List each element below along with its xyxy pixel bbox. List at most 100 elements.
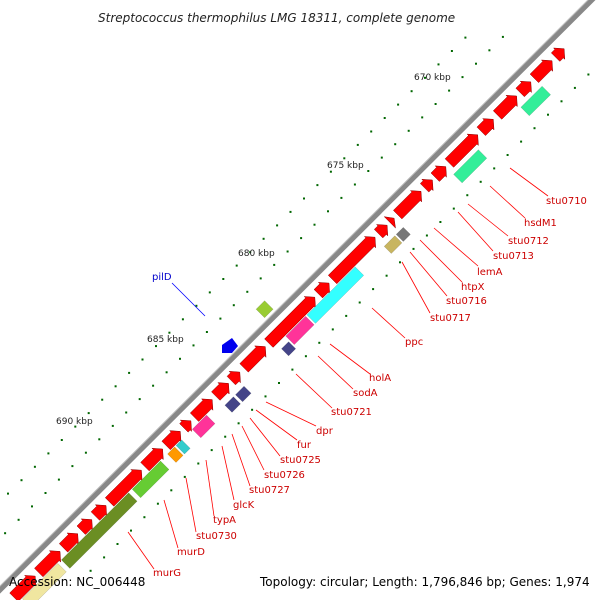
- gc-dot-18: [98, 438, 101, 441]
- cds-arrow-2: [58, 532, 79, 553]
- gc-dot-25: [183, 475, 186, 478]
- kbp-label-690: 690 kbp: [56, 417, 93, 427]
- cds-arrow-24: [515, 80, 532, 98]
- gene-label-murG[interactable]: murG: [153, 568, 181, 579]
- gc-dot-105: [488, 49, 491, 52]
- callout-line-5: [419, 239, 463, 283]
- gene-label-dpr[interactable]: dpr: [316, 426, 334, 437]
- feature-block-3: [167, 446, 184, 463]
- gene-label-pilD[interactable]: pilD: [152, 272, 172, 283]
- gc-dot-0: [4, 532, 7, 535]
- gc-dot-43: [264, 395, 267, 398]
- cds-arrow-18: [393, 190, 422, 220]
- gene-label-stu0717[interactable]: stu0717: [430, 313, 471, 324]
- gc-dot-102: [475, 62, 477, 65]
- gc-dot-5: [20, 479, 23, 482]
- callout-line-9: [329, 343, 371, 375]
- gc-dot-17: [74, 425, 77, 428]
- gc-dot-81: [380, 156, 383, 159]
- gc-dot-98: [437, 63, 440, 66]
- gene-label-murD[interactable]: murD: [177, 547, 205, 558]
- callout-line-15: [241, 425, 265, 471]
- gene-label-holA[interactable]: holA: [369, 373, 391, 384]
- gene-label-stu0710[interactable]: stu0710: [546, 196, 587, 207]
- gene-label-stu0712[interactable]: stu0712: [508, 236, 549, 247]
- gene-label-stu0725[interactable]: stu0725: [280, 455, 321, 466]
- cds-arrow-5: [104, 469, 143, 507]
- gene-label-lemA[interactable]: lemA: [477, 267, 503, 278]
- gene-label-stu0726[interactable]: stu0726: [264, 470, 305, 481]
- gene-label-stu0721[interactable]: stu0721: [331, 407, 372, 418]
- cds-arrow-21: [444, 133, 479, 168]
- feature-track: [9, 47, 566, 600]
- gene-label-ppc[interactable]: ppc: [405, 337, 423, 348]
- gc-dot-83: [370, 130, 373, 133]
- callout-line-0: [509, 167, 549, 197]
- gc-dot-30: [152, 384, 155, 387]
- gc-dot-64: [358, 301, 361, 304]
- gc-dot-9: [57, 478, 60, 481]
- callout-line-1: [489, 185, 526, 219]
- gc-dot-78: [367, 170, 370, 172]
- gc-dot-94: [493, 167, 496, 170]
- cds-arrow-0: [9, 575, 37, 600]
- gc-dot-69: [327, 210, 329, 213]
- gc-dot-92: [410, 90, 413, 93]
- callout-line-13: [255, 409, 298, 441]
- cds-arrow-16: [373, 224, 389, 239]
- gc-dot-59: [262, 237, 265, 240]
- feature-block-1: [61, 492, 138, 569]
- gc-dot-71: [316, 184, 319, 187]
- gc-dot-6: [44, 492, 47, 494]
- gene-label-stu0716[interactable]: stu0716: [446, 296, 487, 307]
- pilD-block: [255, 300, 274, 319]
- gc-dot-67: [372, 288, 375, 291]
- gc-dot-32: [141, 358, 144, 361]
- cds-arrow-8: [179, 419, 192, 433]
- feature-block-6: [224, 396, 241, 413]
- gc-dot-55: [318, 341, 321, 344]
- gene-label-stu0730[interactable]: stu0730: [196, 531, 237, 542]
- gc-dot-52: [304, 355, 307, 358]
- gc-dot-46: [278, 382, 280, 384]
- callout-line-10: [317, 355, 354, 390]
- gc-dot-10: [116, 543, 119, 545]
- cds-arrow-20: [430, 165, 447, 182]
- gc-dot-15: [84, 451, 87, 454]
- gc-dot-104: [464, 36, 467, 39]
- gc-dot-49: [291, 368, 294, 371]
- gene-label-htpX[interactable]: htpX: [461, 282, 485, 293]
- gene-label-stu0713[interactable]: stu0713: [493, 251, 534, 262]
- gc-dot-31: [210, 449, 213, 452]
- feature-block-0: [22, 563, 67, 600]
- gc-dot-77: [343, 157, 346, 160]
- gc-dot-66: [313, 223, 316, 226]
- gene-label-hsdM1[interactable]: hsdM1: [524, 218, 557, 229]
- gc-dot-42: [205, 331, 208, 333]
- callout-line-21: [127, 531, 155, 570]
- gc-dot-27: [138, 398, 141, 401]
- cds-arrow-10: [211, 382, 230, 401]
- gc-dot-53: [235, 264, 238, 267]
- gene-label-fur[interactable]: fur: [297, 440, 312, 451]
- gc-dot-33: [165, 371, 168, 374]
- gc-dot-48: [232, 304, 235, 307]
- gc-dot-11: [47, 452, 50, 455]
- gene-label-stu0727[interactable]: stu0727: [249, 485, 290, 496]
- feature-block-9: [285, 315, 315, 345]
- gc-content-dots: [4, 35, 590, 572]
- gc-dot-34: [224, 435, 227, 438]
- summary-text: Topology: circular; Length: 1,796,846 bp…: [259, 575, 590, 589]
- gc-dot-74: [329, 170, 332, 173]
- gc-dot-106: [547, 113, 549, 116]
- gene-label-typA[interactable]: typA: [213, 515, 236, 526]
- gc-dot-80: [356, 143, 359, 146]
- gene-label-glcK[interactable]: glcK: [233, 500, 255, 511]
- kbp-label-675: 675 kbp: [327, 161, 364, 171]
- gene-label-sodA[interactable]: sodA: [353, 388, 378, 399]
- gc-dot-14: [60, 439, 63, 441]
- feature-block-4: [175, 439, 191, 455]
- cds-arrow-13: [264, 296, 316, 348]
- gc-dot-39: [192, 344, 195, 347]
- gc-dot-2: [7, 492, 9, 495]
